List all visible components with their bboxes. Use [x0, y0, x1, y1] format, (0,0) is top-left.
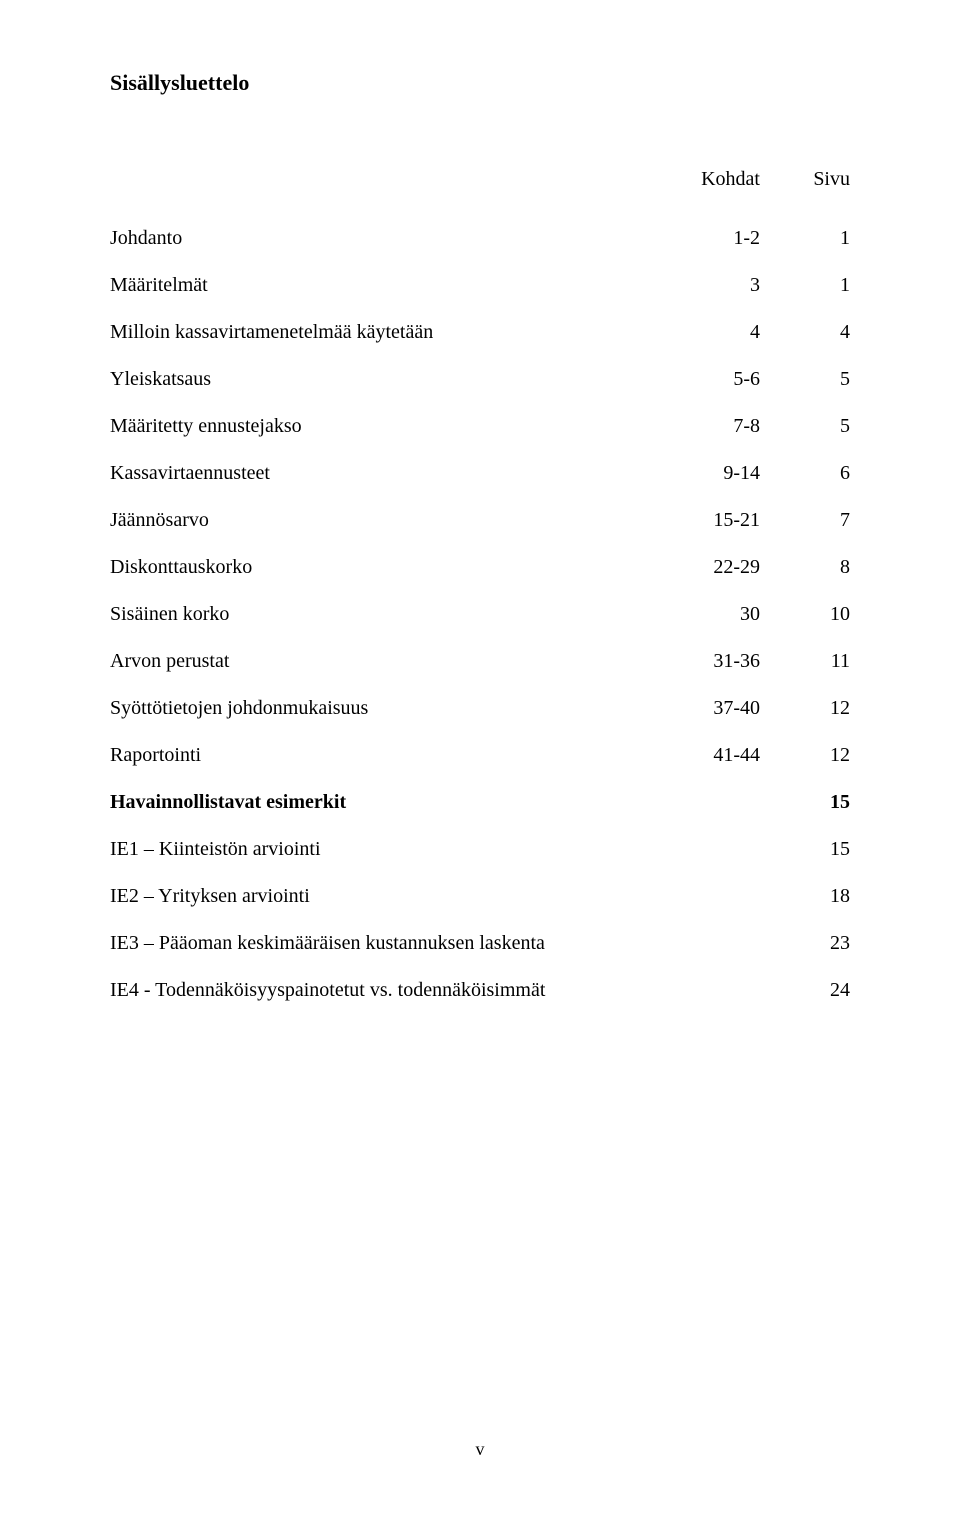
toc-row-sivu: 1 [760, 262, 850, 309]
toc-row-kohdat: 1-2 [650, 215, 760, 262]
toc-row-label: Sisäinen korko [110, 591, 650, 638]
toc-row-kohdat: 5-6 [650, 356, 760, 403]
toc-row-label: IE4 - Todennäköisyyspainotetut vs. toden… [110, 967, 650, 1014]
toc-header-kohdat: Kohdat [650, 156, 760, 215]
toc-row: Johdanto1-21 [110, 215, 850, 262]
toc-row: Raportointi41-4412 [110, 732, 850, 779]
toc-body: Kohdat Sivu Johdanto1-21Määritelmät31Mil… [110, 156, 850, 1014]
toc-row: Sisäinen korko3010 [110, 591, 850, 638]
toc-row-kohdat: 7-8 [650, 403, 760, 450]
page-title: Sisällysluettelo [110, 70, 850, 96]
toc-row-label: IE1 – Kiinteistön arviointi [110, 826, 650, 873]
toc-row-label: IE2 – Yrityksen arviointi [110, 873, 650, 920]
toc-row-kohdat: 4 [650, 309, 760, 356]
toc-row-sivu: 11 [760, 638, 850, 685]
toc-row: Havainnollistavat esimerkit 15 [110, 779, 850, 826]
toc-row: Määritelmät31 [110, 262, 850, 309]
toc-row: IE3 – Pääoman keskimääräisen kustannukse… [110, 920, 850, 967]
toc-row-label: Havainnollistavat esimerkit [110, 779, 650, 826]
toc-row-kohdat: 15-21 [650, 497, 760, 544]
toc-row-kohdat: 30 [650, 591, 760, 638]
toc-row: IE4 - Todennäköisyyspainotetut vs. toden… [110, 967, 850, 1014]
toc-row: Yleiskatsaus5-65 [110, 356, 850, 403]
toc-table: Kohdat Sivu Johdanto1-21Määritelmät31Mil… [110, 156, 850, 1014]
toc-row-kohdat [650, 826, 760, 873]
toc-row-sivu: 15 [760, 826, 850, 873]
toc-row-label: Raportointi [110, 732, 650, 779]
toc-row: Milloin kassavirtamenetelmää käytetään44 [110, 309, 850, 356]
toc-header-empty [110, 156, 650, 215]
toc-row-label: Diskonttauskorko [110, 544, 650, 591]
toc-row-kohdat [650, 920, 760, 967]
toc-row-sivu: 7 [760, 497, 850, 544]
toc-row-sivu: 24 [760, 967, 850, 1014]
toc-row-kohdat: 9-14 [650, 450, 760, 497]
toc-row: Diskonttauskorko22-298 [110, 544, 850, 591]
toc-row-label: Jäännösarvo [110, 497, 650, 544]
toc-row-sivu: 5 [760, 356, 850, 403]
toc-row-sivu: 18 [760, 873, 850, 920]
toc-row-kohdat [650, 873, 760, 920]
toc-row-kohdat [650, 779, 760, 826]
toc-row-sivu: 1 [760, 215, 850, 262]
toc-row-label: Määritelmät [110, 262, 650, 309]
toc-row-label: Johdanto [110, 215, 650, 262]
toc-row: IE2 – Yrityksen arviointi 18 [110, 873, 850, 920]
toc-row-kohdat: 3 [650, 262, 760, 309]
toc-row: Arvon perustat31-3611 [110, 638, 850, 685]
toc-row-label: IE3 – Pääoman keskimääräisen kustannukse… [110, 920, 650, 967]
toc-row-sivu: 23 [760, 920, 850, 967]
toc-row-label: Syöttötietojen johdonmukaisuus [110, 685, 650, 732]
toc-row-sivu: 4 [760, 309, 850, 356]
toc-row-sivu: 8 [760, 544, 850, 591]
toc-row-label: Kassavirtaennusteet [110, 450, 650, 497]
toc-row-kohdat: 41-44 [650, 732, 760, 779]
toc-row-sivu: 12 [760, 732, 850, 779]
toc-row-kohdat [650, 967, 760, 1014]
toc-row-label: Milloin kassavirtamenetelmää käytetään [110, 309, 650, 356]
toc-row: Syöttötietojen johdonmukaisuus37-4012 [110, 685, 850, 732]
toc-row: Jäännösarvo15-217 [110, 497, 850, 544]
toc-row-sivu: 5 [760, 403, 850, 450]
toc-header-row: Kohdat Sivu [110, 156, 850, 215]
toc-row: IE1 – Kiinteistön arviointi 15 [110, 826, 850, 873]
page: Sisällysluettelo Kohdat Sivu Johdanto1-2… [0, 0, 960, 1515]
page-number: v [0, 1439, 960, 1460]
toc-row-sivu: 15 [760, 779, 850, 826]
toc-row-label: Yleiskatsaus [110, 356, 650, 403]
toc-row-sivu: 10 [760, 591, 850, 638]
toc-header-sivu: Sivu [760, 156, 850, 215]
toc-row: Määritetty ennustejakso7-85 [110, 403, 850, 450]
toc-row-label: Arvon perustat [110, 638, 650, 685]
toc-row-kohdat: 31-36 [650, 638, 760, 685]
toc-row-kohdat: 37-40 [650, 685, 760, 732]
toc-row-label: Määritetty ennustejakso [110, 403, 650, 450]
toc-row-sivu: 6 [760, 450, 850, 497]
toc-row-kohdat: 22-29 [650, 544, 760, 591]
toc-row: Kassavirtaennusteet9-146 [110, 450, 850, 497]
toc-row-sivu: 12 [760, 685, 850, 732]
